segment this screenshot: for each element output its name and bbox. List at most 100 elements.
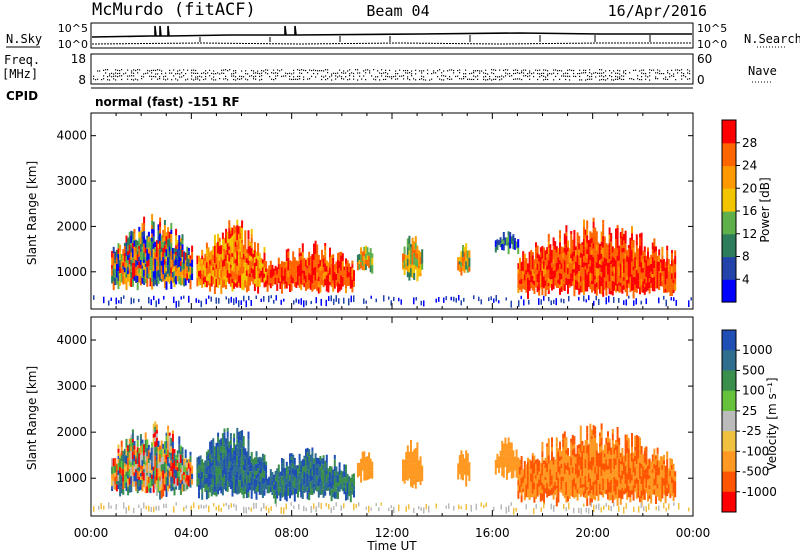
echo-cell — [653, 456, 656, 465]
echo-cell — [410, 454, 412, 464]
echo-cell — [527, 285, 529, 291]
echo-cell — [168, 484, 171, 489]
echo-cell — [198, 484, 200, 492]
echo-cell — [212, 465, 215, 474]
nsearch-tick-low: 10^0 — [697, 38, 727, 51]
ground-scatter-cell — [560, 298, 562, 303]
echo-cell — [314, 266, 317, 272]
echo-cell — [163, 225, 166, 234]
echo-cell — [607, 257, 609, 263]
echo-cell — [560, 258, 563, 264]
echo-cell — [114, 263, 117, 269]
echo-cell — [241, 227, 244, 235]
echo-cell — [603, 281, 606, 286]
echo-cell — [640, 490, 643, 498]
echo-cell — [146, 479, 149, 487]
freq-dot — [357, 69, 359, 71]
freq-dot — [547, 75, 549, 77]
echo-cell — [343, 481, 346, 488]
freq-dot — [589, 69, 591, 71]
echo-cell — [626, 250, 629, 256]
echo-cell — [241, 472, 244, 481]
echo-cell — [530, 267, 533, 272]
echo-cell — [171, 430, 174, 434]
freq-dot — [177, 72, 179, 75]
freq-dot — [581, 79, 583, 81]
freq-dot — [155, 76, 157, 78]
echo-cell — [292, 454, 295, 464]
echo-cell — [223, 269, 226, 276]
echo-cell — [627, 278, 630, 284]
echo-cell — [117, 470, 120, 475]
echo-cell — [627, 248, 630, 258]
echo-cell — [639, 462, 641, 468]
echo-cell — [290, 456, 293, 460]
echo-cell — [250, 451, 253, 458]
echo-cell — [198, 464, 200, 473]
echo-cell — [281, 458, 283, 464]
echo-cell — [147, 458, 150, 464]
echo-cell — [522, 476, 525, 483]
ground-scatter-cell — [263, 296, 265, 302]
echo-cell — [402, 473, 404, 482]
echo-cell — [281, 283, 283, 290]
echo-cell — [587, 255, 590, 264]
echo-cell — [337, 474, 339, 483]
beam-title: Beam 04 — [366, 2, 429, 20]
freq-dot — [433, 70, 435, 72]
ground-scatter-cell — [640, 300, 642, 305]
freq-dot — [529, 70, 531, 72]
freq-dot — [655, 76, 657, 78]
echo-cell — [321, 480, 323, 490]
echo-cell — [236, 471, 239, 479]
echo-cell — [204, 276, 207, 283]
echo-cell — [152, 479, 155, 485]
echo-cell — [578, 454, 581, 462]
echo-cell — [541, 258, 544, 265]
echo-cell — [228, 273, 231, 278]
echo-cell — [591, 439, 593, 447]
echo-cell — [186, 467, 189, 472]
echo-cell — [523, 492, 526, 501]
freq-dot — [667, 78, 669, 80]
echo-cell — [332, 254, 335, 258]
ground-scatter-cell — [478, 296, 480, 302]
echo-cell — [135, 275, 138, 283]
echo-cell — [515, 463, 518, 471]
echo-cell — [631, 485, 633, 490]
echo-cell — [543, 471, 545, 478]
echo-cell — [154, 279, 157, 285]
echo-cell — [122, 453, 125, 462]
echo-cell — [631, 257, 633, 262]
echo-cell — [157, 277, 160, 284]
echo-cell — [136, 458, 139, 465]
echo-cell — [221, 446, 224, 452]
ground-scatter-cell — [665, 299, 667, 307]
ground-scatter-cell — [413, 297, 415, 305]
echo-cell — [159, 454, 162, 463]
echo-cell — [210, 266, 213, 271]
echo-cell — [207, 258, 210, 267]
echo-cell — [410, 474, 412, 481]
echo-cell — [298, 453, 301, 461]
echo-cell — [229, 233, 232, 238]
echo-cell — [369, 458, 372, 462]
echo-cell — [600, 484, 603, 492]
echo-cell — [250, 248, 253, 252]
ground-scatter-cell — [245, 300, 247, 308]
echo-cell — [209, 472, 212, 476]
echo-cell — [305, 478, 307, 484]
echo-cell — [583, 226, 585, 235]
echo-cell — [125, 471, 128, 477]
echo-cell — [191, 479, 194, 485]
echo-cell — [519, 466, 521, 475]
echo-cell — [189, 255, 192, 259]
echo-cell — [279, 492, 282, 501]
echo-cell — [343, 266, 346, 270]
echo-cell — [305, 275, 307, 283]
echo-cell — [308, 280, 311, 289]
echo-cell — [117, 281, 120, 290]
echo-cell — [621, 252, 624, 258]
echo-cell — [655, 284, 657, 289]
freq-dot — [573, 75, 575, 77]
